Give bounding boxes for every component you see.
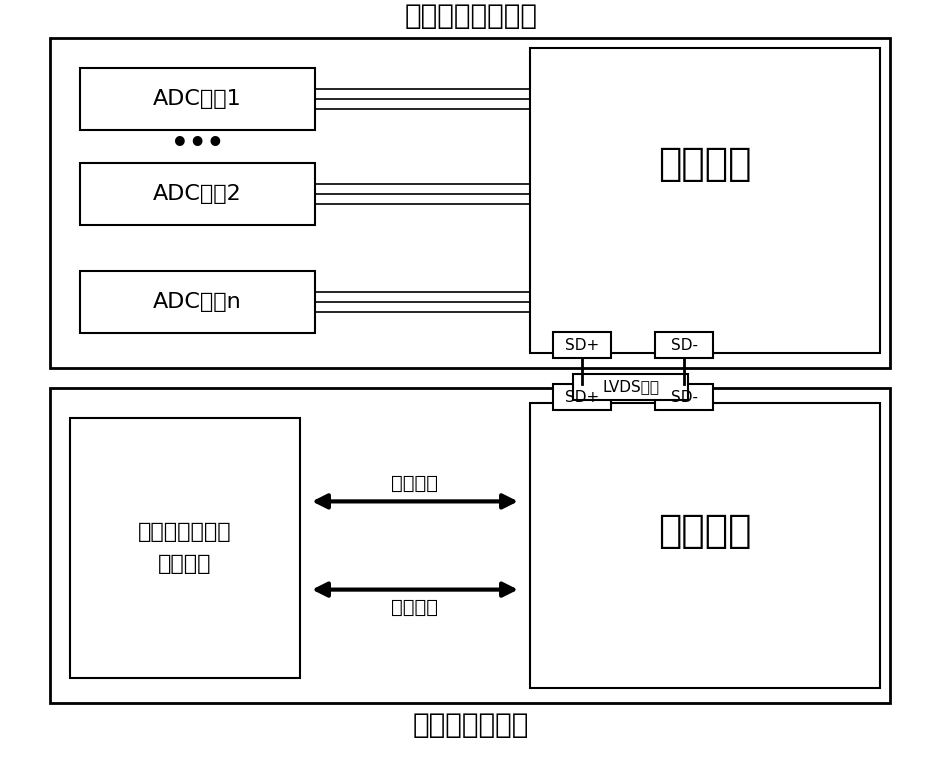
Bar (50, 388, 890, 703)
Bar (573, 374, 688, 400)
Bar (553, 384, 611, 410)
Text: 接收模块: 接收模块 (658, 512, 752, 550)
Text: 地址总线: 地址总线 (392, 474, 438, 493)
Bar (80, 68, 315, 130)
Text: 多轴伺服驱动器: 多轴伺服驱动器 (413, 711, 529, 739)
Bar (553, 332, 611, 358)
Bar (530, 403, 880, 688)
Text: SD+: SD+ (565, 337, 599, 352)
Text: 数据总线: 数据总线 (392, 598, 438, 617)
Text: ADC模块1: ADC模块1 (154, 89, 242, 109)
Bar (80, 163, 315, 225)
Text: 多通道信号采集器: 多通道信号采集器 (404, 2, 538, 30)
Text: •••: ••• (171, 130, 224, 158)
Bar (530, 48, 880, 353)
Text: 多轴伺服驱动器
控制节片: 多轴伺服驱动器 控制节片 (138, 522, 232, 575)
Text: 发送模块: 发送模块 (658, 145, 752, 183)
Bar (70, 418, 300, 678)
Text: ADC模块2: ADC模块2 (154, 184, 242, 204)
Bar (50, 38, 890, 368)
Text: SD-: SD- (671, 390, 697, 405)
Text: SD+: SD+ (565, 390, 599, 405)
Bar (80, 271, 315, 333)
Text: LVDS接口: LVDS接口 (602, 380, 659, 394)
Text: ADC模块n: ADC模块n (154, 292, 242, 312)
Bar (655, 384, 713, 410)
Text: SD-: SD- (671, 337, 697, 352)
Bar (655, 332, 713, 358)
